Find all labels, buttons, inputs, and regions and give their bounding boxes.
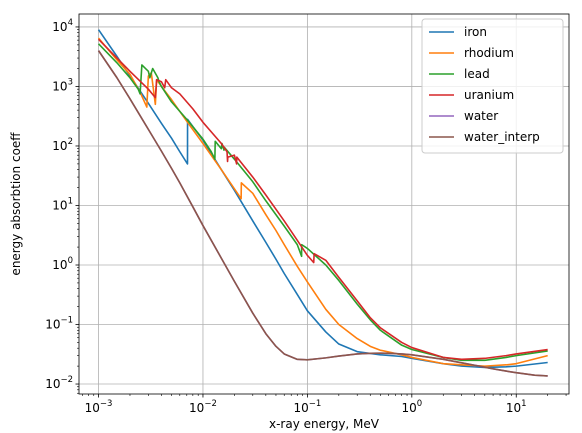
- y-tick-label: 102: [52, 137, 73, 153]
- y-tick-label: 10−2: [45, 375, 73, 391]
- legend-label-water-interp: water_interp: [464, 130, 540, 144]
- y-axis-label: energy absorbtion coeff: [9, 132, 23, 276]
- x-tick-label: 10−2: [189, 399, 217, 415]
- y-tick-label: 100: [52, 256, 73, 272]
- legend-label-rhodium: rhodium: [464, 46, 514, 60]
- legend-label-iron: iron: [464, 25, 487, 39]
- series-line-uranium: [97, 38, 548, 361]
- y-tick-label: 10−1: [45, 316, 73, 332]
- x-tick-label: 10−1: [293, 399, 321, 415]
- series-line-water-interp: [97, 50, 548, 377]
- y-tick-label: 103: [52, 77, 73, 93]
- legend-label-uranium: uranium: [464, 88, 514, 102]
- y-tick-label: 104: [52, 18, 73, 34]
- x-tick-label: 100: [401, 399, 422, 415]
- legend-box: [421, 18, 564, 154]
- x-tick-label: 101: [506, 399, 527, 415]
- x-tick-label: 10−3: [85, 399, 113, 415]
- series-lines: [97, 29, 548, 377]
- plot-frame: [78, 13, 570, 395]
- legend: iron rhodium lead uranium water water_interp: [421, 18, 564, 154]
- legend-label-water: water: [464, 109, 498, 123]
- legend-label-lead: lead: [464, 67, 490, 81]
- x-axis-label: x-ray energy, MeV: [269, 417, 380, 431]
- y-tick-label: 101: [52, 196, 73, 212]
- axis-ticks: 10−3 10−2 10−1 100 101 10−2 10−1 100 101 102 103 10…: [45, 18, 567, 415]
